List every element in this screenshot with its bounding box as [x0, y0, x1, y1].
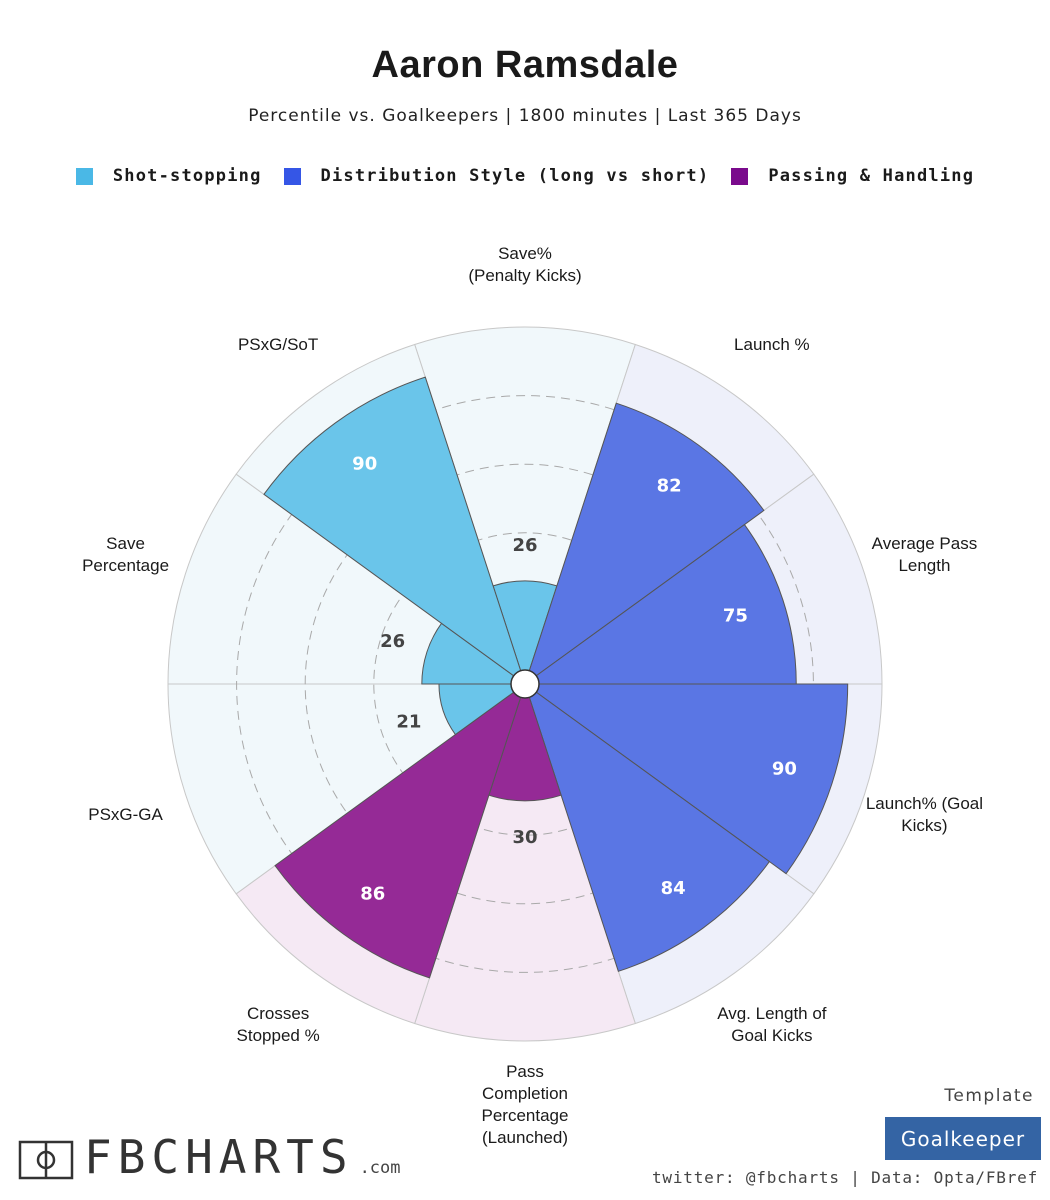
legend-swatch-passing — [731, 167, 749, 185]
axis-label-pass-completion-percentage-launched: Pass Completion Percentage (Launched) — [482, 1062, 569, 1147]
value-label-launch-goal-kicks: 90 — [772, 758, 797, 779]
axis-label-psxg-ga: PSxG-GA — [88, 805, 163, 824]
axis-label-average-pass-length: Average Pass Length — [872, 534, 978, 575]
axis-label-line: Percentage — [82, 556, 169, 575]
fbcharts-logo: FBCHARTS .com — [18, 1134, 401, 1180]
credits: twitter: @fbcharts | Data: Opta/FBref — [651, 1168, 1038, 1187]
template-badge: Goalkeeper — [885, 1117, 1041, 1160]
legend-item-distribution: Distribution Style (long vs short) — [283, 166, 710, 186]
axis-label-line: Average Pass — [872, 534, 978, 553]
axis-label-line: Save% — [498, 244, 552, 263]
template-label: Template — [944, 1086, 1034, 1106]
legend-label-shot-stopping: Shot-stopping — [112, 166, 262, 186]
axis-label-line: Goal Kicks — [731, 1026, 812, 1045]
axis-label-line: Save — [106, 534, 145, 553]
axis-label-launch: Launch % — [734, 335, 810, 354]
axis-label-line: (Penalty Kicks) — [468, 266, 581, 285]
value-label-crosses-stopped: 86 — [360, 884, 385, 905]
axis-label-launch-goal-kicks: Launch% (Goal Kicks) — [866, 794, 983, 835]
value-label-avg-length-of-goal-kicks: 84 — [661, 878, 686, 899]
pitch-icon — [18, 1140, 74, 1180]
legend-item-shot-stopping: Shot-stopping — [75, 166, 262, 186]
axis-label-save-percentage: Save Percentage — [82, 534, 169, 575]
logo-dotcom: .com — [359, 1158, 401, 1178]
axis-label-line: Percentage — [482, 1106, 569, 1125]
axis-label-save-penalty-kicks: Save% (Penalty Kicks) — [468, 244, 581, 285]
axis-label-line: PSxG/SoT — [238, 335, 318, 354]
axis-label-line: Stopped % — [237, 1026, 320, 1045]
legend-swatch-shot-stopping — [75, 167, 93, 185]
axis-label-line: Launch % — [734, 335, 810, 354]
axis-label-line: Launch% (Goal — [866, 794, 983, 813]
legend-item-passing: Passing & Handling — [731, 166, 974, 186]
value-label-launch: 82 — [657, 476, 682, 497]
axis-label-line: Completion — [482, 1084, 568, 1103]
axis-label-line: Kicks) — [901, 816, 947, 835]
value-label-pass-completion-percentage-launched: 30 — [512, 827, 537, 848]
chart-title: Aaron Ramsdale — [371, 44, 679, 86]
axis-label-psxg-sot: PSxG/SoT — [238, 335, 318, 354]
axis-label-line: (Launched) — [482, 1128, 568, 1147]
axis-label-avg-length-of-goal-kicks: Avg. Length of Goal Kicks — [717, 1004, 827, 1045]
value-label-save-penalty-kicks: 26 — [512, 535, 537, 556]
value-label-psxg-sot: 90 — [352, 453, 377, 474]
axis-label-crosses-stopped: Crosses Stopped % — [237, 1004, 320, 1045]
legend-label-passing: Passing & Handling — [768, 166, 975, 186]
center-hole — [510, 669, 540, 699]
value-label-average-pass-length: 75 — [723, 606, 748, 627]
legend-label-distribution: Distribution Style (long vs short) — [320, 166, 710, 186]
value-label-psxg-ga: 21 — [396, 712, 421, 733]
axis-label-line: Crosses — [247, 1004, 309, 1023]
value-label-save-percentage: 26 — [380, 631, 405, 652]
axis-label-line: Avg. Length of — [717, 1004, 827, 1023]
legend-swatch-distribution — [283, 167, 301, 185]
axis-label-line: Pass — [506, 1062, 544, 1081]
axis-label-line: PSxG-GA — [88, 805, 163, 824]
chart-subtitle: Percentile vs. Goalkeepers | 1800 minute… — [248, 106, 802, 126]
axis-label-line: Length — [898, 556, 950, 575]
logo-text: FBCHARTS — [84, 1130, 354, 1184]
legend: Shot-stopping Distribution Style (long v… — [0, 166, 1050, 186]
